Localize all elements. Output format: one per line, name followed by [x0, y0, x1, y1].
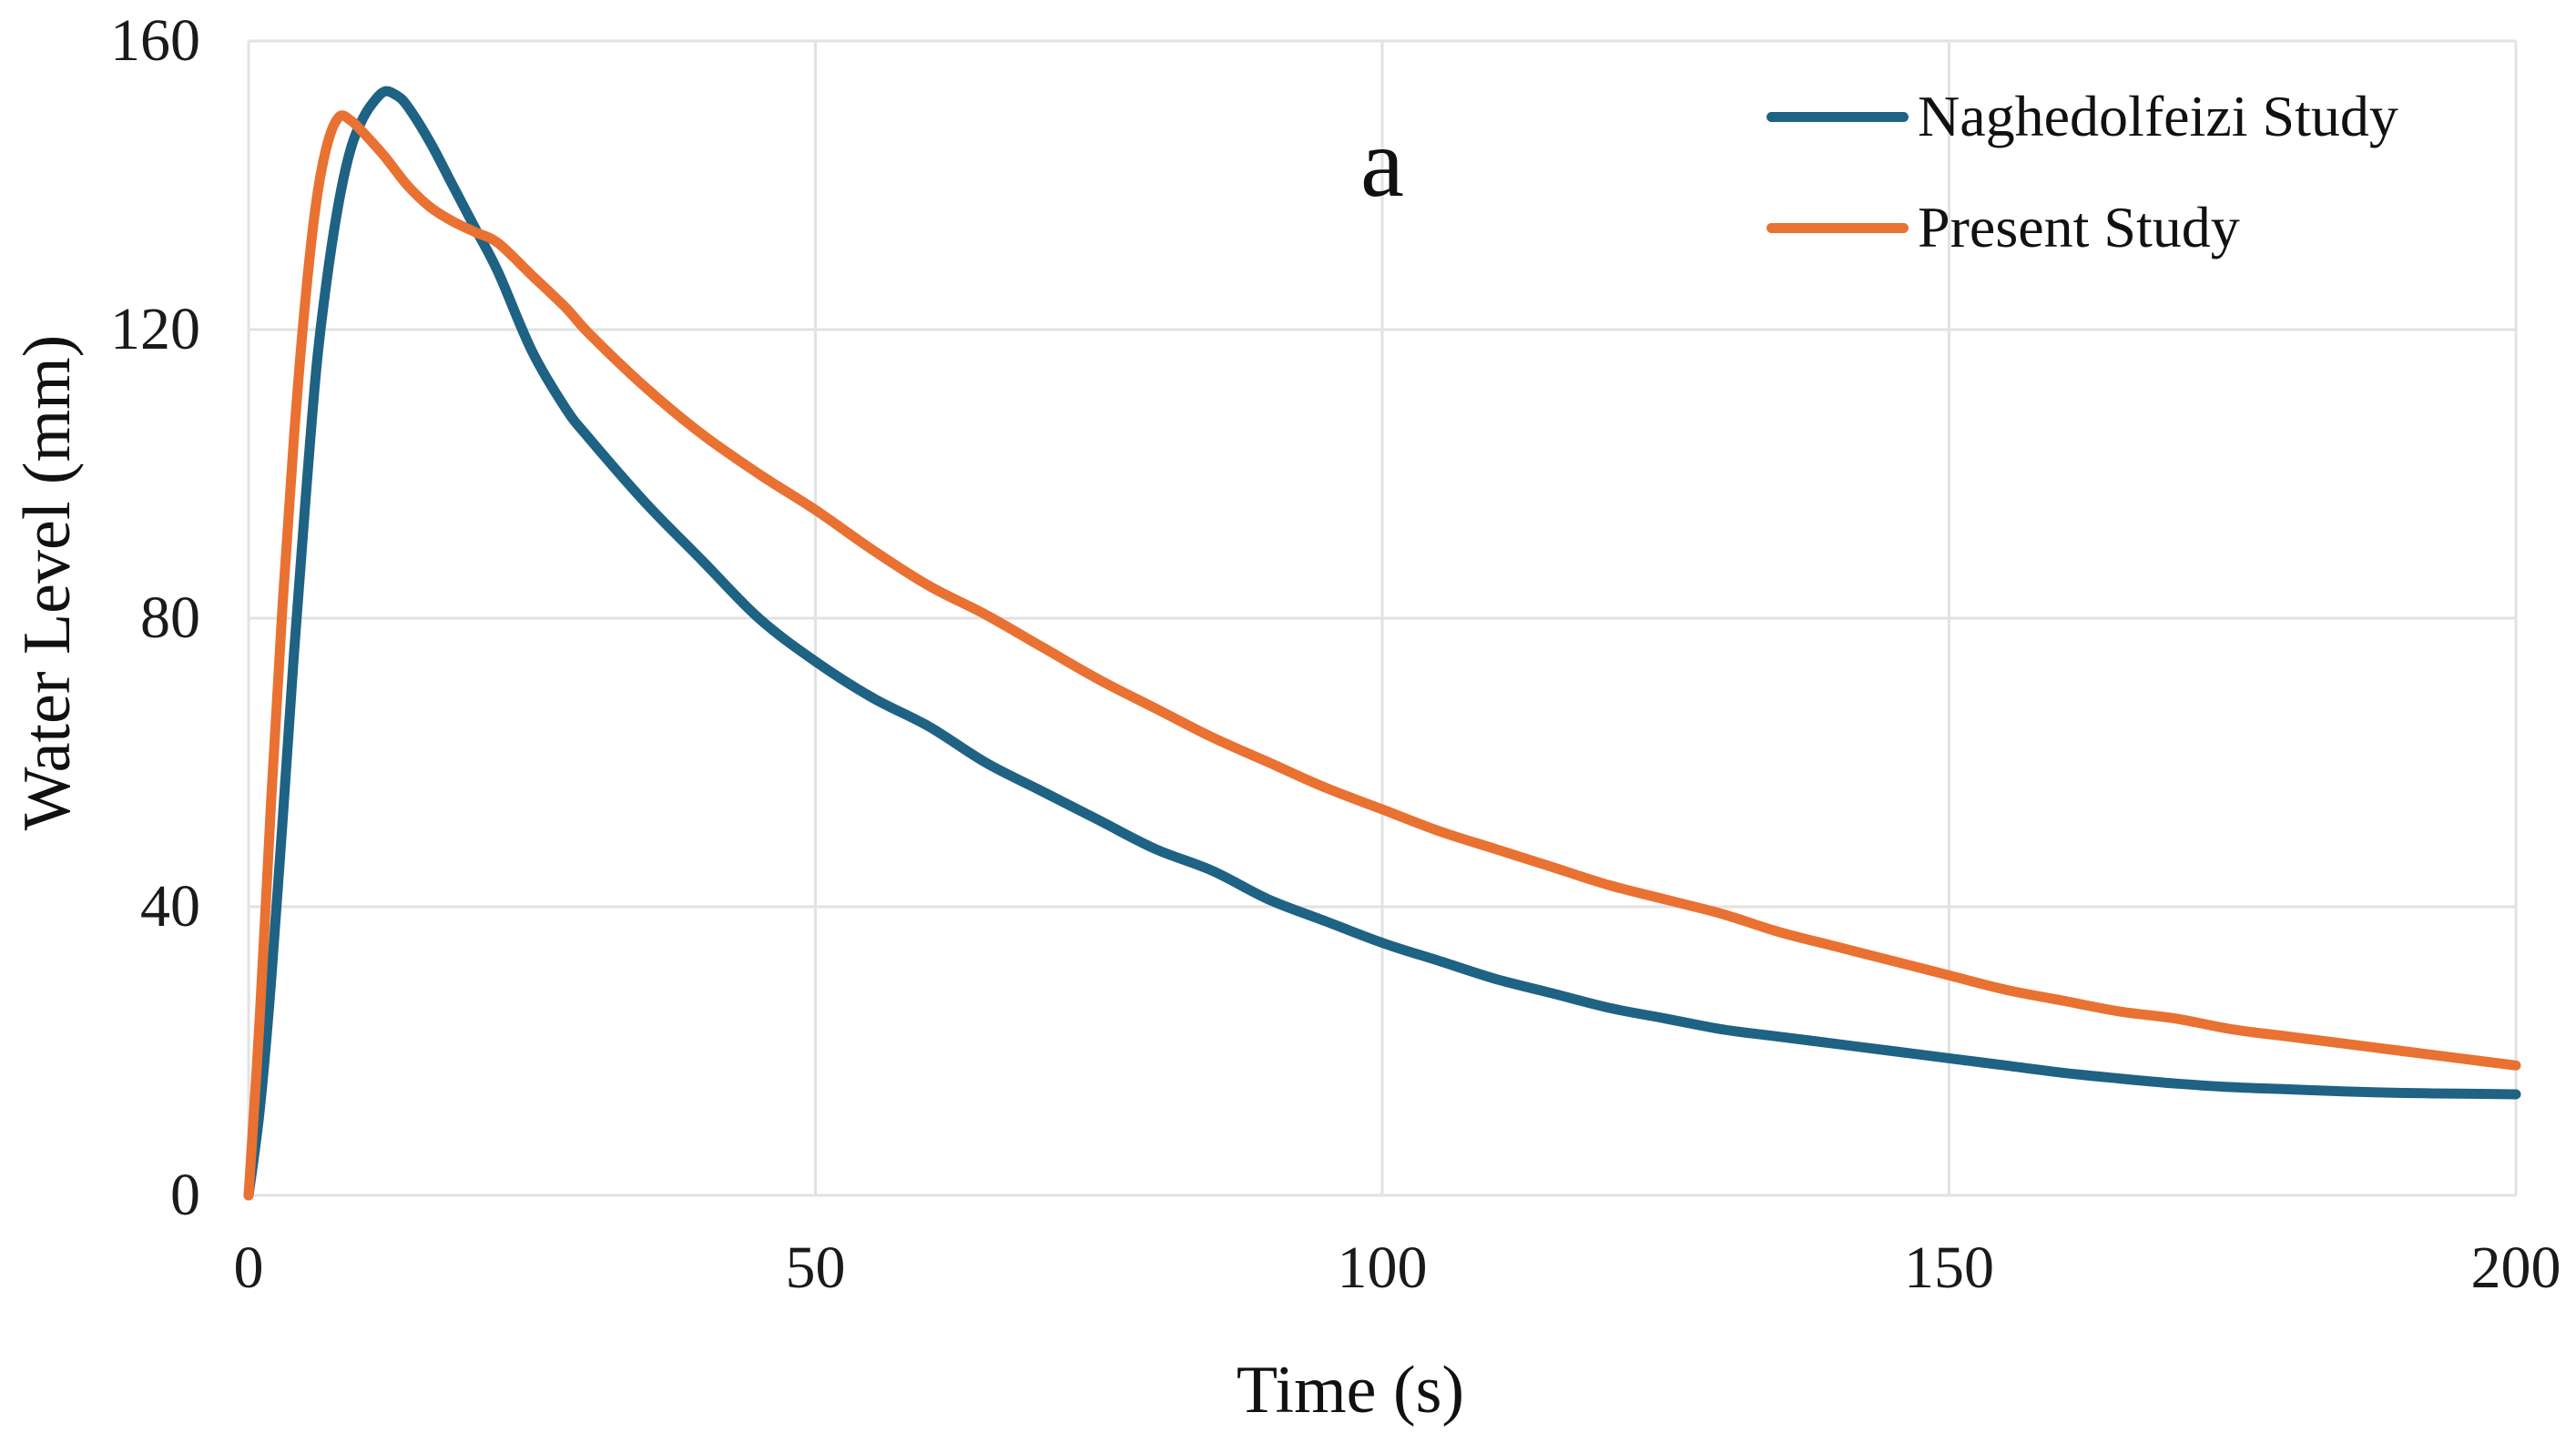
- x-tick-label: 100: [1337, 1235, 1428, 1301]
- legend-item-present-study: Present Study: [1767, 198, 2240, 257]
- legend-label: Present Study: [1918, 195, 2240, 259]
- naghedolfeizi-line-swatch: [1767, 111, 1909, 122]
- x-tick-label: 0: [233, 1235, 264, 1301]
- x-axis-title: Time (s): [1236, 1353, 1465, 1428]
- y-tick-label: 160: [110, 7, 200, 74]
- y-tick-label: 0: [170, 1162, 200, 1228]
- x-tick-label: 50: [785, 1235, 846, 1301]
- present-study-line: [243, 110, 2521, 1201]
- panel-label-a: a: [1360, 108, 1404, 218]
- x-tick-label: 150: [1904, 1235, 1994, 1301]
- y-tick-label: 40: [140, 873, 200, 940]
- x-tick-label: 200: [2470, 1235, 2561, 1301]
- naghedolfeizi-study-line: [243, 86, 2521, 1201]
- legend-label: Naghedolfeizi Study: [1918, 84, 2398, 148]
- legend-item-naghedolfeizi: Naghedolfeizi Study: [1767, 87, 2398, 146]
- present-study-line-swatch: [1767, 222, 1909, 233]
- y-axis-title: Water Level (mm): [10, 334, 85, 831]
- y-tick-label: 120: [110, 296, 200, 362]
- y-tick-label: 80: [140, 584, 200, 651]
